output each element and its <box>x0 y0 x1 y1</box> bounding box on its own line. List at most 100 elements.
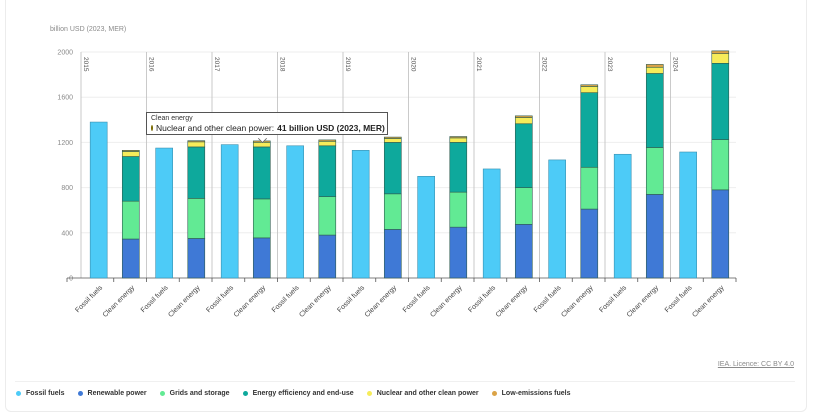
legend-divider <box>15 381 795 382</box>
bar-segment-energy-efficiency-and-end-use-2016 <box>187 146 206 199</box>
bar-fossil-fuels-2016 <box>155 147 173 279</box>
bar-segment-low-emissions-fuels-2016 <box>187 140 206 143</box>
x-category-label: Clean energy <box>429 284 464 319</box>
x-category-label: Fossil fuels <box>467 284 497 314</box>
bar-segment-renewable-power-2021 <box>514 224 533 279</box>
bar-fossil-fuels-2020 <box>417 176 435 279</box>
bar-segment-energy-efficiency-and-end-use-2022 <box>580 92 599 168</box>
legend-dot-icon <box>77 391 83 396</box>
bar-segment-renewable-power-2022 <box>580 208 599 279</box>
bar-segment-low-emissions-fuels-2021 <box>514 115 533 118</box>
bar-fossil-fuels-2021 <box>482 168 501 279</box>
year-label: 2016 <box>148 57 155 72</box>
bar-segment-grids-and-storage-2022 <box>580 166 599 210</box>
legend-dot-icon <box>159 391 165 396</box>
legend-item-nuclear-clean-power[interactable]: Nuclear and other clean power <box>366 390 479 397</box>
tooltip-category: Clean energy <box>151 115 193 122</box>
bar-fossil-fuels-2019 <box>351 150 370 279</box>
y-axis-label: billion USD (2023, MER) <box>50 26 127 33</box>
legend-item-fossil-fuels[interactable]: Fossil fuels <box>16 390 65 397</box>
bar-segment-nuclear-and-other-clean-power-2019 <box>383 138 402 143</box>
bar-segment-low-emissions-fuels-2024 <box>711 50 730 54</box>
year-label: 2023 <box>606 57 613 72</box>
year-label: 2021 <box>475 57 482 72</box>
tooltip: Clean energy Nuclear and other clean pow… <box>146 112 388 143</box>
y-tick-label: 400 <box>61 230 73 237</box>
bar-fossil-fuels-2015 <box>89 121 108 279</box>
x-category-label: Clean energy <box>102 284 137 319</box>
bar-segment-grids-and-storage-2019 <box>383 193 402 230</box>
bar-segment-nuclear-and-other-clean-power-2015 <box>121 151 140 157</box>
x-category-label: Clean energy <box>167 284 202 319</box>
bar-segment-energy-efficiency-and-end-use-2020 <box>449 142 468 193</box>
bar-fossil-fuels-2024 <box>679 151 697 279</box>
bar-segment-low-emissions-fuels-2018 <box>318 139 337 142</box>
bar-segment-low-emissions-fuels-2019 <box>383 136 402 139</box>
bar-segment-renewable-power-2019 <box>383 229 402 279</box>
bar-fossil-fuels-2018 <box>286 145 304 279</box>
bar-segment-nuclear-and-other-clean-power-2024 <box>711 53 730 64</box>
x-category-label: Fossil fuels <box>74 284 104 314</box>
legend-item-low-emissions-fuels[interactable]: Low-emissions fuels <box>491 390 571 397</box>
x-category-label: Clean energy <box>364 284 399 319</box>
y-tick-label: 2000 <box>57 50 73 57</box>
bar-segment-grids-and-storage-2023 <box>645 147 664 195</box>
bar-segment-renewable-power-2015 <box>121 238 140 279</box>
bar-segment-grids-and-storage-2020 <box>449 191 468 228</box>
bar-segment-energy-efficiency-and-end-use-2024 <box>711 62 730 140</box>
legend-label: Grids and storage <box>169 390 230 397</box>
bar-segment-energy-efficiency-and-end-use-2021 <box>514 123 533 188</box>
bar-segment-renewable-power-2017 <box>252 237 271 279</box>
x-category-label: Fossil fuels <box>664 284 694 314</box>
legend-label: Renewable power <box>87 390 147 397</box>
legend-item-renewable-power[interactable]: Renewable power <box>77 390 147 397</box>
y-tick-label: 800 <box>61 185 73 192</box>
bar-segment-energy-efficiency-and-end-use-2018 <box>318 145 337 197</box>
bar-segment-grids-and-storage-2024 <box>711 139 730 191</box>
bar-segment-nuclear-and-other-clean-power-2022 <box>580 86 599 93</box>
bar-segment-renewable-power-2024 <box>711 189 730 279</box>
bar-fossil-fuels-2017 <box>220 144 239 279</box>
x-category-label: Fossil fuels <box>402 284 432 314</box>
x-category-label: Fossil fuels <box>533 284 563 314</box>
bar-segment-nuclear-and-other-clean-power-2023 <box>645 66 664 74</box>
bar-segment-grids-and-storage-2021 <box>514 187 533 225</box>
legend-label: Low-emissions fuels <box>501 390 571 397</box>
bar-segment-grids-and-storage-2018 <box>318 196 337 236</box>
bar-segment-nuclear-and-other-clean-power-2020 <box>449 137 468 143</box>
bar-segment-nuclear-and-other-clean-power-2016 <box>187 141 206 148</box>
year-label: 2019 <box>344 57 351 72</box>
x-category-label: Fossil fuels <box>598 284 628 314</box>
y-tick-label: 0 <box>69 276 73 283</box>
bar-segment-renewable-power-2023 <box>645 194 664 279</box>
bar-segment-grids-and-storage-2017 <box>252 198 271 239</box>
x-category-label: Clean energy <box>691 284 726 319</box>
bar-segment-renewable-power-2016 <box>187 238 206 279</box>
bar-segment-nuclear-and-other-clean-power-2021 <box>514 117 533 125</box>
x-category-label: Clean energy <box>298 284 333 319</box>
bar-fossil-fuels-2022 <box>548 159 566 279</box>
credit-link[interactable]: IEA. Licence: CC BY 4.0 <box>717 361 794 368</box>
x-category-label: Fossil fuels <box>205 284 235 314</box>
legend-label: Fossil fuels <box>26 390 65 397</box>
bar-segment-low-emissions-fuels-2015 <box>121 150 140 152</box>
legend-item-energy-efficiency[interactable]: Energy efficiency and end-use <box>242 390 354 397</box>
x-category-label: Fossil fuels <box>336 284 366 314</box>
bar-segment-energy-efficiency-and-end-use-2015 <box>121 156 140 202</box>
legend-label: Energy efficiency and end-use <box>252 390 354 397</box>
legend-item-grids-storage[interactable]: Grids and storage <box>159 390 230 397</box>
y-tick-label: 1600 <box>57 95 73 102</box>
tooltip-series-label: Nuclear and other clean power: <box>156 123 275 133</box>
legend-dot-icon <box>16 391 21 396</box>
bar-segment-renewable-power-2020 <box>449 226 468 279</box>
year-label: 2017 <box>213 57 220 72</box>
y-tick-label: 1200 <box>57 140 73 147</box>
legend-label: Nuclear and other clean power <box>376 390 479 397</box>
tooltip-series-marker-icon <box>151 125 153 131</box>
legend-dot-icon <box>366 391 372 396</box>
x-category-label: Clean energy <box>233 284 268 319</box>
bar-segment-energy-efficiency-and-end-use-2023 <box>645 73 664 148</box>
legend-dot-icon <box>242 391 248 396</box>
legend: Fossil fuels Renewable power Grids and s… <box>16 390 571 397</box>
